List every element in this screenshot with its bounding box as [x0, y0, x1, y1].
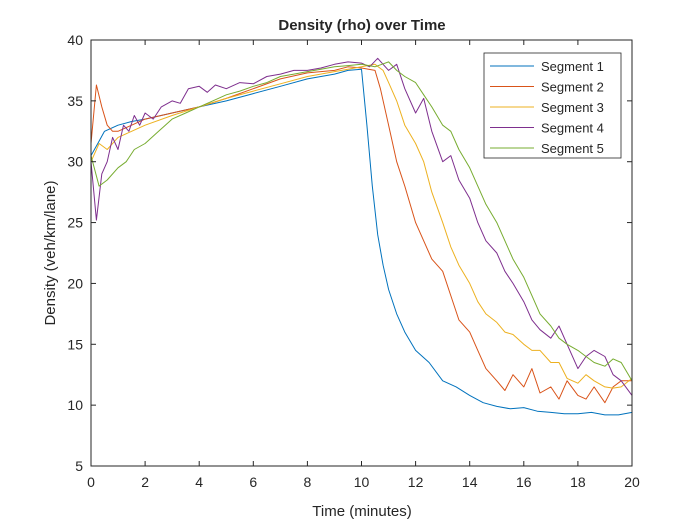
y-tick-label: 40 [67, 32, 83, 48]
x-tick-label: 10 [354, 474, 370, 490]
series-line-segment-3 [90, 63, 633, 389]
legend-label-segment-1: Segment 1 [541, 59, 604, 74]
y-tick-label: 35 [67, 93, 83, 109]
legend-label-segment-2: Segment 2 [541, 80, 604, 95]
x-tick-label: 18 [570, 474, 586, 490]
legend-label-segment-4: Segment 4 [541, 121, 604, 136]
y-axis-ticks: 5 10 15 20 25 30 35 40 [67, 32, 632, 474]
chart-title: Density (rho) over Time [278, 17, 445, 34]
series-layer [90, 57, 633, 416]
x-axis-label: Time (minutes) [312, 503, 411, 520]
legend: Segment 1 Segment 2 Segment 3 Segment 4 Segm… [483, 52, 622, 159]
series-line-segment-5 [90, 61, 633, 382]
y-tick-label: 15 [67, 336, 83, 352]
legend-box [483, 52, 622, 159]
y-tick-label: 10 [67, 397, 83, 413]
y-tick-label: 20 [67, 275, 83, 291]
y-tick-label: 30 [67, 154, 83, 170]
legend-label-segment-3: Segment 3 [541, 100, 604, 115]
x-axis-ticks: 0 2 4 6 8 10 12 14 16 18 20 [87, 40, 640, 490]
x-tick-label: 6 [249, 474, 257, 490]
x-tick-label: 4 [195, 474, 203, 490]
x-tick-label: 2 [141, 474, 149, 490]
x-tick-label: 8 [304, 474, 312, 490]
x-tick-label: 16 [516, 474, 532, 490]
y-tick-label: 5 [75, 458, 83, 474]
y-axis-label: Density (veh/km/lane) [42, 180, 59, 325]
x-tick-label: 0 [87, 474, 95, 490]
x-tick-label: 20 [624, 474, 640, 490]
legend-label-segment-5: Segment 5 [541, 141, 604, 156]
x-tick-label: 12 [408, 474, 424, 490]
series-line-segment-2 [90, 66, 632, 404]
y-tick-label: 25 [67, 215, 83, 231]
x-tick-label: 14 [462, 474, 478, 490]
